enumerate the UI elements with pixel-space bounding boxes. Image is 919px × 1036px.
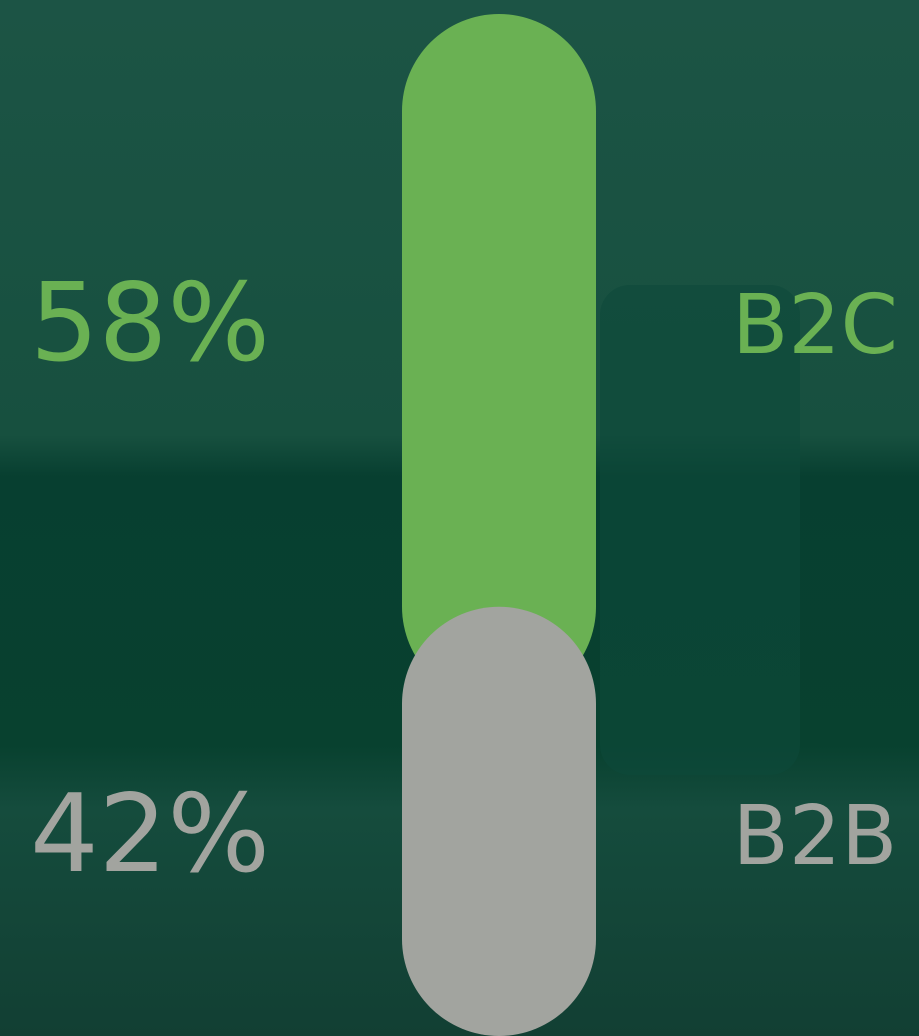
legend-label: B2B (733, 789, 898, 884)
value-label: 58% (30, 261, 270, 386)
value-label: 42% (30, 772, 270, 897)
bar-segment (402, 14, 596, 704)
chart: 58% B2C 42% B2B (0, 0, 919, 1036)
page: 58%B2C42%B2B (() => { const data = JSON.… (0, 0, 919, 1036)
legend-label: B2C (732, 278, 898, 373)
bar-segment (402, 607, 596, 1036)
